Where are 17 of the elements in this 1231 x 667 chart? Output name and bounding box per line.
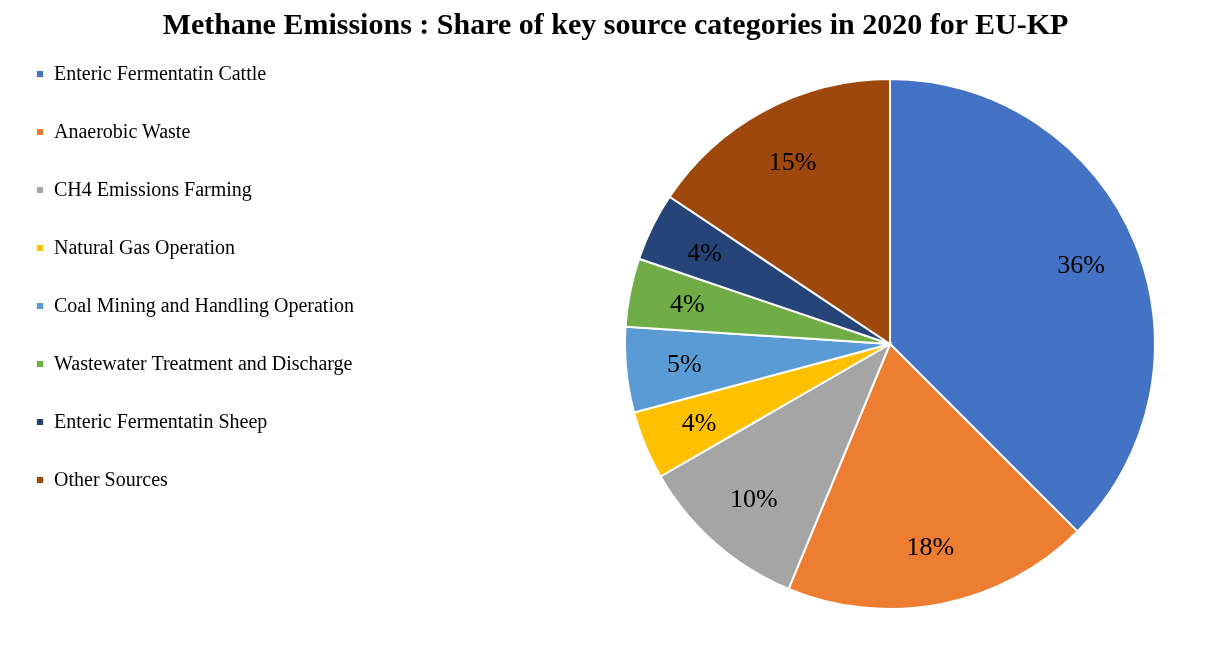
legend-label: Natural Gas Operation <box>54 236 236 259</box>
legend-label: CH4 Emissions Farming <box>54 178 252 201</box>
legend-label: Enteric Fermentatin Sheep <box>54 410 268 433</box>
data-label: 10% <box>729 484 778 514</box>
legend-label: Coal Mining and Handling Operation <box>54 294 354 317</box>
data-label: 4% <box>669 288 705 318</box>
legend-label: Enteric Fermentatin Cattle <box>54 62 267 84</box>
legend-label: Wastewater Treatment and Discharge <box>54 352 353 375</box>
chart-title: Methane Emissions : Share of key source categories in 2020 for EU-KP <box>162 7 1069 40</box>
data-label: 15% <box>768 146 817 176</box>
data-label: 36% <box>1057 249 1105 279</box>
legend-label: Anaerobic Waste <box>54 120 191 142</box>
data-label: 4% <box>687 237 722 267</box>
data-label: 5% <box>666 349 702 379</box>
data-label: 18% <box>906 531 955 561</box>
legend-label: Other Sources <box>54 468 169 490</box>
data-label: 4% <box>681 408 717 438</box>
